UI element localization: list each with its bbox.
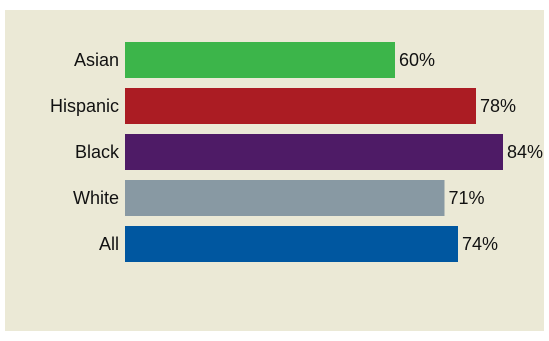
value-label-all: 74%	[462, 234, 498, 254]
value-label-black: 84%	[507, 142, 543, 162]
value-label-white: 71%	[449, 188, 485, 208]
bar-hispanic	[125, 88, 476, 124]
value-label-hispanic: 78%	[480, 96, 516, 116]
value-label-asian: 60%	[399, 50, 435, 70]
category-label-hispanic: Hispanic	[50, 96, 119, 116]
bar-black	[125, 134, 503, 170]
category-label-white: White	[73, 188, 119, 208]
bar-all	[125, 226, 458, 262]
bar-white	[125, 180, 445, 216]
bar-asian	[125, 42, 395, 78]
category-label-asian: Asian	[74, 50, 119, 70]
category-label-all: All	[99, 234, 119, 254]
category-label-black: Black	[75, 142, 120, 162]
